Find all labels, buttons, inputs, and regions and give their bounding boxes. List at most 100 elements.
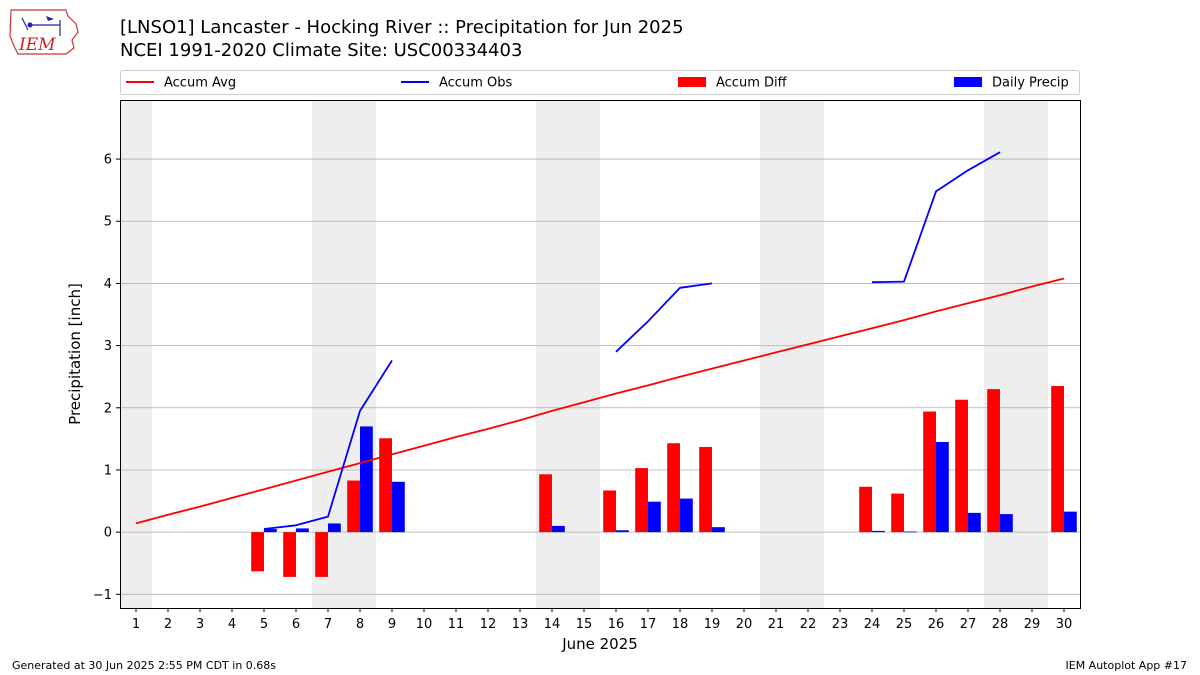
daily-precip-bar: [1064, 511, 1077, 533]
daily-precip-bar: [872, 530, 885, 533]
accum-diff-bar: [251, 532, 264, 572]
y-gridlines: [120, 158, 1080, 595]
x-tick-label: 29: [1024, 617, 1041, 632]
x-tick-label: 30: [1056, 617, 1073, 632]
accum-avg-line: [135, 277, 1065, 525]
accum-obs-line: [263, 360, 393, 530]
weekend-shade: [312, 100, 344, 608]
x-tick-label: 15: [576, 617, 593, 632]
y-tick-label: 6: [104, 153, 112, 168]
daily-precip-bar: [616, 530, 629, 533]
x-tick-label: 8: [356, 617, 364, 632]
x-tick-label: 16: [608, 617, 625, 632]
x-tick-label: 7: [324, 617, 332, 632]
daily-precip-bar: [680, 498, 693, 533]
x-tick-label: 19: [704, 617, 721, 632]
accum-diff-bar: [539, 474, 552, 533]
legend-label: Daily Precip: [992, 76, 1069, 91]
x-tick-label: 22: [800, 617, 817, 632]
y-tick-label: 4: [104, 277, 112, 292]
x-tick-label: 9: [388, 617, 396, 632]
weekend-shade: [760, 100, 792, 608]
legend-frame: [120, 70, 1080, 95]
iowa-outline-icon: [9, 9, 79, 55]
y-tick-label: 5: [104, 215, 112, 230]
accum-diff-bar: [987, 389, 1000, 533]
x-tick-label: 6: [292, 617, 300, 632]
x-tick-label: 3: [196, 617, 204, 632]
daily-precip-bar: [360, 426, 373, 533]
y-tick-label: −1: [93, 588, 112, 603]
x-tick-label: 25: [896, 617, 913, 632]
chart-subtitle: NCEI 1991-2020 Climate Site: USC00334403: [120, 40, 523, 61]
x-ticks: 1 2 3 4 5 6 7 8 9 10 11 12 13 14 15 16 17 18 19 20 21 22 23 24 2…: [132, 608, 1072, 632]
x-tick-label: 24: [864, 617, 881, 632]
accum-diff-bar: [1051, 386, 1064, 533]
weekend-shade: [792, 100, 824, 608]
accum-obs-line: [871, 151, 1001, 284]
y-tick-label: 2: [104, 401, 112, 416]
y-ticks: −1 0 1 2 3 4 5 6: [93, 153, 120, 603]
x-tick-label: 13: [512, 617, 529, 632]
daily-precip-bar: [968, 512, 981, 533]
plot-frame: [120, 100, 1081, 609]
weekend-shade: [1016, 100, 1048, 608]
accum-diff-bar: [315, 532, 328, 577]
daily-precip-bar: [296, 528, 309, 533]
accum-diff-bar: [699, 446, 712, 533]
x-tick-label: 2: [164, 617, 172, 632]
accum-diff-bar: [859, 486, 872, 533]
x-tick-label: 5: [260, 617, 268, 632]
bars: [251, 386, 1077, 577]
legend-swatch-bar: [678, 77, 706, 87]
x-tick-label: 14: [544, 617, 561, 632]
daily-precip-bar: [648, 501, 661, 533]
daily-precip-bar: [264, 529, 277, 533]
x-tick-label: 21: [768, 617, 785, 632]
accum-diff-bar: [347, 480, 360, 533]
x-axis-label: June 2025: [561, 635, 638, 653]
accum-diff-bar: [667, 443, 680, 533]
legend: Accum Avg Accum Obs Accum Diff Daily Precip: [120, 70, 1080, 95]
generated-note: Generated at 30 Jun 2025 2:55 PM CDT in …: [12, 659, 277, 672]
chart-title: [LNSO1] Lancaster - Hocking River :: Pre…: [120, 17, 684, 38]
accum-diff-bar: [891, 493, 904, 533]
x-tick-label: 26: [928, 617, 945, 632]
y-tick-label: 1: [104, 463, 112, 478]
daily-precip-bar: [328, 523, 341, 533]
accum-diff-bar: [923, 411, 936, 533]
x-tick-label: 23: [832, 617, 849, 632]
y-tick-label: 3: [104, 339, 112, 354]
logo-text: IEM: [18, 35, 56, 55]
daily-precip-bar: [392, 481, 405, 533]
daily-precip-bar: [552, 525, 565, 533]
legend-label: Accum Obs: [439, 76, 512, 91]
accum-diff-bar: [379, 438, 392, 533]
accum-obs-line: [615, 282, 713, 353]
x-tick-label: 10: [416, 617, 433, 632]
x-tick-label: 1: [132, 617, 140, 632]
legend-swatch-bar: [954, 77, 982, 87]
y-tick-label: 0: [104, 526, 112, 541]
daily-precip-bar: [936, 441, 949, 533]
y-axis-label: Precipitation [inch]: [66, 283, 84, 425]
lines: [135, 151, 1065, 530]
x-tick-label: 17: [640, 617, 657, 632]
app-credit: IEM Autoplot App #17: [1065, 659, 1188, 672]
legend-label: Accum Avg: [164, 76, 236, 91]
accum-diff-bar: [955, 399, 968, 533]
daily-precip-bar: [904, 531, 917, 533]
iem-logo: IEM: [9, 9, 79, 55]
daily-precip-bar: [712, 527, 725, 533]
x-tick-label: 28: [992, 617, 1009, 632]
x-tick-label: 4: [228, 617, 236, 632]
accum-diff-bar: [603, 490, 616, 533]
x-tick-label: 27: [960, 617, 977, 632]
accum-diff-bar: [283, 532, 296, 577]
weekend-shade: [568, 100, 600, 608]
x-tick-label: 20: [736, 617, 753, 632]
x-tick-label: 18: [672, 617, 689, 632]
x-tick-label: 12: [480, 617, 497, 632]
daily-precip-bar: [1000, 514, 1013, 533]
